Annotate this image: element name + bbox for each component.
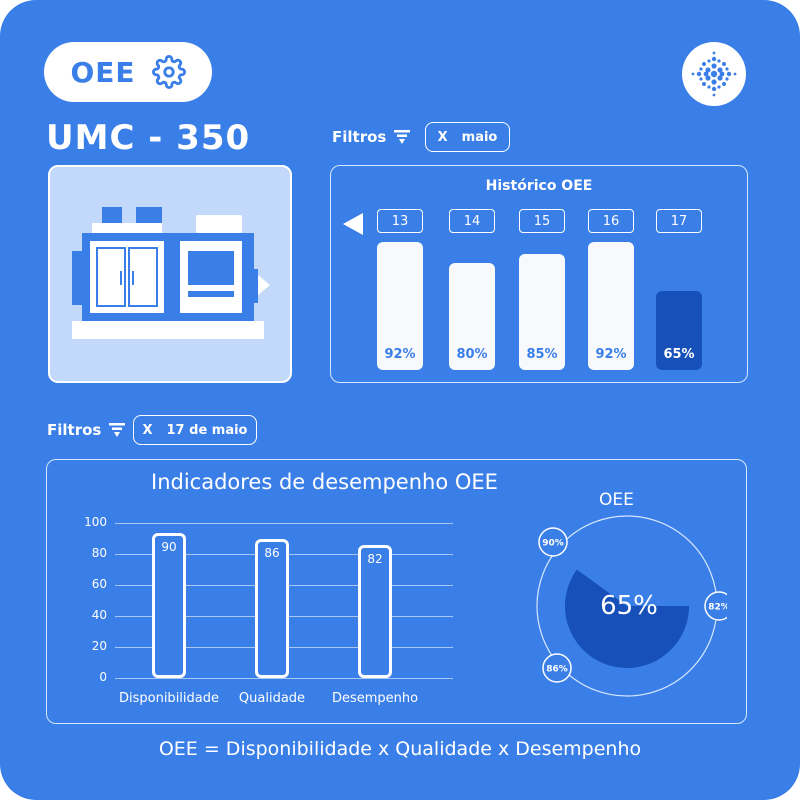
day-chip-15[interactable]: 15 [519, 209, 565, 233]
category-label: Desempenho [331, 691, 419, 706]
triangle-left-icon[interactable] [343, 213, 363, 235]
indicator-bar-value: 90 [161, 539, 177, 554]
gauge-fill [565, 569, 689, 668]
indicator-bar-value: 82 [367, 551, 383, 566]
machine-image-card [48, 165, 292, 383]
app-title: OEE [70, 55, 136, 89]
gauge-badge-label: 82% [708, 603, 727, 613]
filter-funnel-icon[interactable] [394, 130, 411, 144]
remove-filter-x[interactable]: X [142, 422, 153, 438]
history-bar-label: 80% [456, 347, 488, 362]
gauge-badge [704, 591, 727, 621]
filter-label: Filtros [332, 128, 387, 146]
gridline [115, 523, 453, 524]
gear-icon[interactable] [151, 55, 186, 89]
gauge-badge-label: 90% [542, 539, 564, 549]
filter-chip-value: maio [461, 129, 498, 145]
indicator-bar-desempenho[interactable]: 82 [358, 544, 392, 678]
gridline [115, 678, 453, 679]
y-tick-label: 40 [91, 608, 107, 622]
day-chip-14[interactable]: 14 [449, 209, 495, 233]
filter-chip-date[interactable]: X 17 de maio [133, 415, 257, 445]
history-bar-14[interactable]: 80% [449, 263, 495, 370]
day-chip-16[interactable]: 16 [588, 209, 634, 233]
y-tick-label: 20 [91, 639, 107, 653]
historico-title: Histórico OEE [485, 178, 593, 194]
gauge-title: OEE [599, 490, 634, 510]
oee-formula: OEE = Disponibilidade x Qualidade x Dese… [158, 738, 642, 760]
filter-chip-month[interactable]: X maio [425, 122, 510, 152]
filter-chip-value: 17 de maio [166, 422, 248, 438]
indicadores-panel: Indicadores de desempenho OEE 100 80 60 40 2… [46, 459, 747, 724]
history-bar-13[interactable]: 92% [377, 242, 423, 370]
gauge-badge [542, 653, 572, 683]
category-label: Qualidade [238, 691, 306, 706]
machine-title: UMC - 350 [46, 118, 251, 158]
gauge-badge [538, 527, 568, 557]
filter-label: Filtros [47, 421, 102, 439]
indicadores-filter[interactable]: Filtros [47, 421, 126, 439]
cnc-machine-icon [72, 207, 270, 339]
history-bar-label: 65% [663, 347, 695, 362]
brand-logo[interactable] [682, 42, 746, 106]
oee-gauge: 65% 90% 82% 86% [536, 515, 727, 697]
indicator-bar-disponibilidade[interactable]: 90 [152, 532, 186, 678]
history-bar-label: 92% [384, 347, 416, 362]
history-bar-15[interactable]: 85% [519, 254, 565, 370]
indicator-bar-value: 86 [264, 545, 280, 560]
history-bar-16[interactable]: 92% [588, 242, 634, 370]
category-label: Disponibilidade [118, 691, 219, 706]
filter-funnel-icon[interactable] [109, 423, 126, 437]
gauge-value: 65% [600, 591, 658, 621]
gauge-badge-label: 86% [546, 665, 568, 675]
indicadores-title: Indicadores de desempenho OEE [151, 470, 498, 494]
y-tick-label: 60 [91, 577, 107, 591]
history-bar-label: 92% [595, 347, 627, 362]
history-bar-17[interactable]: 65% [656, 291, 702, 370]
day-chip-17[interactable]: 17 [656, 209, 702, 233]
oee-header-pill[interactable]: OEE [44, 42, 212, 102]
y-tick-label: 80 [91, 546, 107, 560]
y-tick-label: 100 [84, 515, 107, 529]
history-bar-label: 85% [526, 347, 558, 362]
dots-cluster-icon [691, 51, 737, 97]
y-tick-label: 0 [99, 670, 107, 684]
historico-filter[interactable]: Filtros [332, 128, 411, 146]
day-chip-13[interactable]: 13 [377, 209, 423, 233]
historico-panel: Histórico OEE 13 14 15 16 17 92% 80% 85% 92% 65% [330, 165, 748, 383]
remove-filter-x[interactable]: X [437, 129, 448, 145]
indicator-bar-qualidade[interactable]: 86 [255, 538, 289, 678]
